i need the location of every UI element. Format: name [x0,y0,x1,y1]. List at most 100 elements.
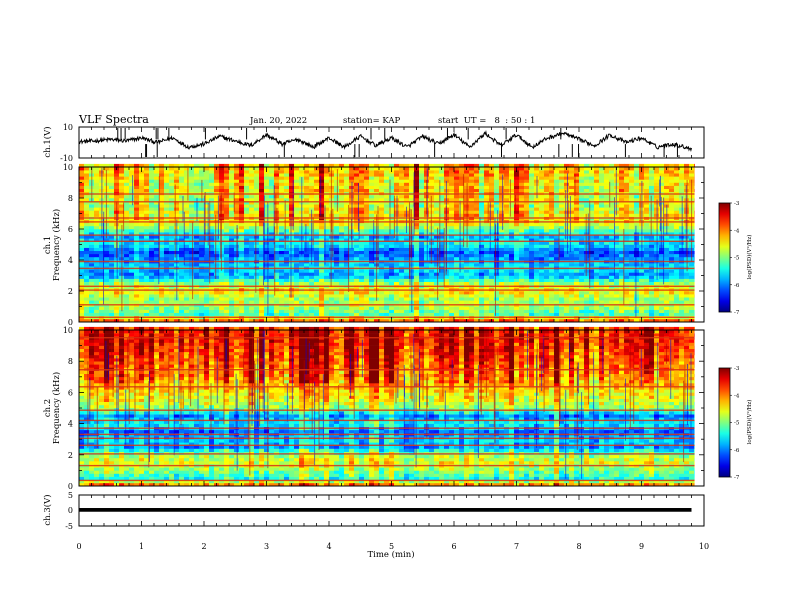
spectrogram-cell [614,244,620,248]
spectrogram-cell [364,278,370,282]
spectrogram-cell [634,263,640,267]
spectrogram-cell [224,278,230,282]
spectrogram-cell [619,235,625,239]
spectrogram-cell [474,263,480,267]
spectrogram-cell [334,210,340,214]
spectrogram-cell [224,256,230,261]
spectrogram-cell [414,291,420,295]
spectrogram-cell [629,278,635,282]
spectrogram-cell [134,281,140,286]
spectrogram-cell [279,250,285,255]
spectrogram-cell [529,263,535,267]
spectrogram-cell [524,201,530,205]
spectrogram-cell [569,309,575,313]
spectrogram-cell [564,281,570,286]
spectrogram-cell [214,291,220,295]
spectrogram-cell [264,225,270,230]
spectrogram-cell [84,297,90,301]
spectrogram-cell [169,291,175,295]
spectrogram-cell [89,213,95,217]
spectrogram-cell [224,247,230,251]
spectrogram-cell [189,244,195,248]
spectrogram-cell [124,247,130,251]
spectrogram-cell [384,210,390,214]
spectrogram-cell [379,275,385,279]
spectrogram-cell [489,207,495,211]
spectrogram-cell [604,275,610,279]
spectrogram-cell [624,250,630,255]
spectrogram-cell [624,247,630,251]
spectrogram-cell [434,244,440,248]
spectrogram-cell [469,238,475,242]
spectrogram-cell [209,241,215,245]
spectrogram-cell [319,281,325,286]
spectrogram-cell [254,278,260,282]
spectrogram-cell [414,278,420,282]
spectrogram-cell [519,229,525,233]
spectrogram-cell [129,275,135,279]
spectrogram-cell [129,256,135,261]
spectrogram-cell [344,222,350,227]
spectrogram-cell [244,318,250,323]
spectrogram-cell [364,225,370,230]
spectrogram-cell [139,210,145,214]
spectrogram-cell [164,222,170,227]
spectrogram-cell [79,253,85,258]
spectrogram-cell [484,300,490,304]
spectrogram-cell [384,281,390,286]
spectrogram-cell [329,318,335,323]
spectrogram-cell [304,297,310,301]
spectrogram-cell [184,263,190,267]
spectrogram-cell [129,300,135,304]
spectrogram-cell [674,312,680,317]
spectrogram-cell [179,263,185,267]
spectrogram-cell [254,297,260,301]
spectrogram-cell [259,253,265,258]
spectrogram-cell [579,309,585,313]
spectrogram-cell [364,294,370,298]
ch1-waveform-ylabel: ch.1(V) [42,126,53,157]
spectrogram-cell [654,281,660,286]
spectrogram-cell [614,291,620,295]
spectrogram-cell [459,207,465,211]
spectrogram-cell [339,210,345,214]
spectrogram-cell [479,210,485,214]
spectrogram-cell [154,225,160,230]
spectrogram-cell [454,278,460,282]
spectrogram-cell [94,198,100,202]
spectrogram-cell [514,272,520,276]
spectrogram-cell [304,241,310,245]
spectrogram-cell [244,306,250,310]
spectrogram-cell [394,269,400,273]
spectrogram-cell [349,300,355,304]
spectrogram-cell [439,229,445,233]
spectrogram-cell [679,232,685,236]
spectrogram-cell [674,241,680,245]
spectrogram-cell [454,222,460,227]
spectrogram-cell [114,269,120,273]
spectrogram-cell [79,294,85,298]
spectrogram-cell [424,297,430,301]
spectrogram-cell [679,291,685,295]
spectrogram-cell [134,222,140,227]
spectrogram-cell [574,222,580,227]
spectrogram-cell [219,291,225,295]
spectrogram-cell [574,269,580,273]
spectrogram-cell [294,247,300,251]
spectrogram-cell [534,312,540,317]
spectrogram-cell [214,210,220,214]
spectrogram-cell [379,291,385,295]
spectrogram-cell [599,232,605,236]
spectrogram-cell [184,210,190,214]
spectrogram-cell [184,232,190,236]
spectrogram-cell [224,207,230,211]
spectrogram-cell [469,210,475,214]
spectrogram-cell [279,278,285,282]
spectrogram-cell [349,312,355,317]
spectrogram-cell [369,300,375,304]
spectrogram-cell [314,306,320,310]
spectrogram-cell [324,207,330,211]
spectrogram-cell [344,278,350,282]
spectrogram-cell [479,300,485,304]
spectrogram-cell [179,272,185,276]
